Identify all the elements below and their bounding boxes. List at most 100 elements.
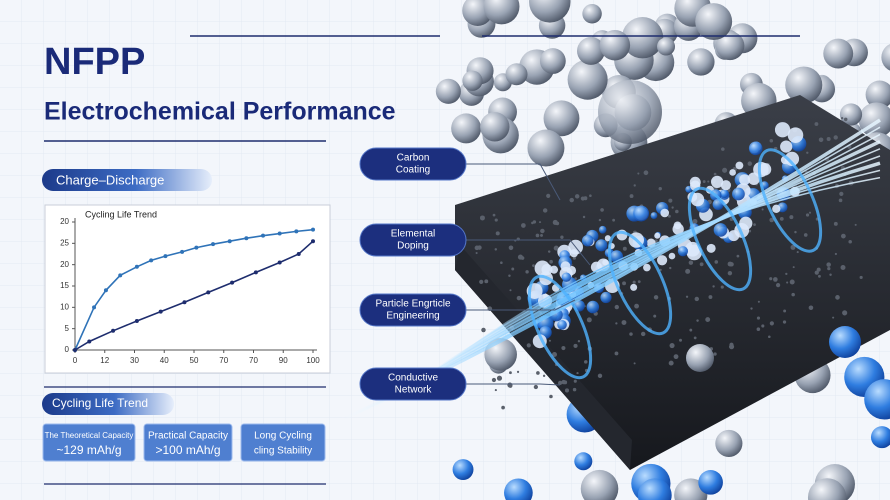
series-point: [111, 328, 116, 333]
grain: [546, 193, 551, 198]
grain: [792, 266, 795, 269]
section-label: Charge–Discharge: [56, 172, 164, 187]
leader-line: [466, 163, 561, 201]
grain: [572, 387, 577, 392]
grain: [668, 360, 674, 366]
callout-pill: [359, 293, 467, 327]
grain: [621, 320, 627, 325]
grain: [693, 336, 697, 340]
grain: [750, 307, 753, 310]
particle: [505, 63, 528, 86]
particle: [435, 78, 461, 104]
grain: [573, 379, 577, 383]
grain: [789, 215, 794, 220]
grain: [814, 122, 819, 126]
grain: [584, 360, 588, 364]
series-point: [73, 348, 77, 352]
card-title: The Theoretical Capacity: [45, 431, 134, 440]
series-point: [158, 309, 163, 314]
grain: [491, 377, 497, 383]
grain: [540, 233, 543, 237]
li-ion: [739, 174, 751, 186]
grain: [589, 194, 592, 198]
grain: [747, 161, 753, 166]
particle: [462, 70, 483, 91]
grain: [826, 136, 831, 141]
li-ion: [673, 221, 682, 230]
grain: [768, 335, 771, 339]
grain: [643, 170, 649, 176]
x-tick-label: 70: [249, 356, 258, 365]
grain: [564, 388, 570, 393]
title: NFPP: [44, 41, 145, 83]
grain: [685, 268, 691, 274]
callout-text: Elemental: [391, 229, 435, 240]
series-point: [134, 264, 139, 269]
li-ion: [732, 187, 745, 201]
particle: [504, 478, 533, 500]
grain: [848, 239, 852, 244]
particle: [698, 470, 723, 495]
x-tick-label: 90: [279, 356, 288, 365]
card-value: >100 mAh/g: [155, 443, 220, 457]
grain: [540, 228, 545, 234]
grain: [633, 362, 636, 365]
grain: [669, 342, 675, 349]
particle: [687, 48, 715, 76]
grain: [532, 220, 537, 224]
series-point: [163, 254, 168, 259]
card-title: Long Cycling: [254, 431, 312, 442]
particle: [576, 37, 605, 65]
grain: [563, 380, 568, 385]
grain: [586, 317, 592, 323]
particle: [567, 59, 608, 100]
callout-text: Network: [395, 385, 433, 396]
grain: [808, 211, 812, 214]
li-ion: [654, 232, 661, 239]
grain: [769, 217, 774, 223]
grain: [854, 223, 857, 226]
grain: [479, 215, 485, 221]
series-point: [244, 236, 249, 241]
summary-label: Cycling Life Trend: [52, 396, 148, 410]
summary-card: [240, 423, 326, 462]
series-point: [311, 227, 315, 232]
li-ion: [729, 169, 736, 176]
particle: [451, 113, 482, 144]
grain: [814, 270, 819, 275]
li-ion: [602, 259, 609, 266]
section-pill: [42, 169, 212, 191]
li-ion: [706, 243, 716, 253]
grain: [494, 389, 497, 392]
card-value: ~129 mAh/g: [56, 443, 121, 457]
x-tick-label: 70: [219, 356, 228, 365]
grain: [481, 327, 486, 333]
grain: [805, 213, 810, 217]
grain: [669, 266, 672, 270]
grain: [532, 264, 535, 267]
grain: [525, 270, 529, 274]
grain: [520, 256, 525, 260]
grain: [775, 282, 781, 288]
grain: [501, 405, 505, 410]
ion-ring: [527, 274, 593, 380]
grain: [597, 373, 603, 379]
particle: [865, 80, 890, 109]
particle: [483, 0, 520, 25]
li-ion: [748, 141, 763, 156]
x-tick-label: 50: [190, 356, 199, 365]
grain: [756, 327, 761, 331]
particle: [657, 37, 676, 56]
grain: [721, 147, 725, 151]
y-tick-label: 15: [60, 281, 69, 290]
grain: [838, 198, 843, 203]
li-ion: [719, 189, 729, 199]
bubble: [686, 344, 714, 372]
grain: [658, 186, 662, 191]
grain: [829, 273, 832, 276]
grain: [560, 235, 564, 239]
grain: [580, 196, 585, 201]
particle: [543, 100, 580, 137]
grain: [555, 221, 560, 226]
grain: [833, 135, 838, 140]
